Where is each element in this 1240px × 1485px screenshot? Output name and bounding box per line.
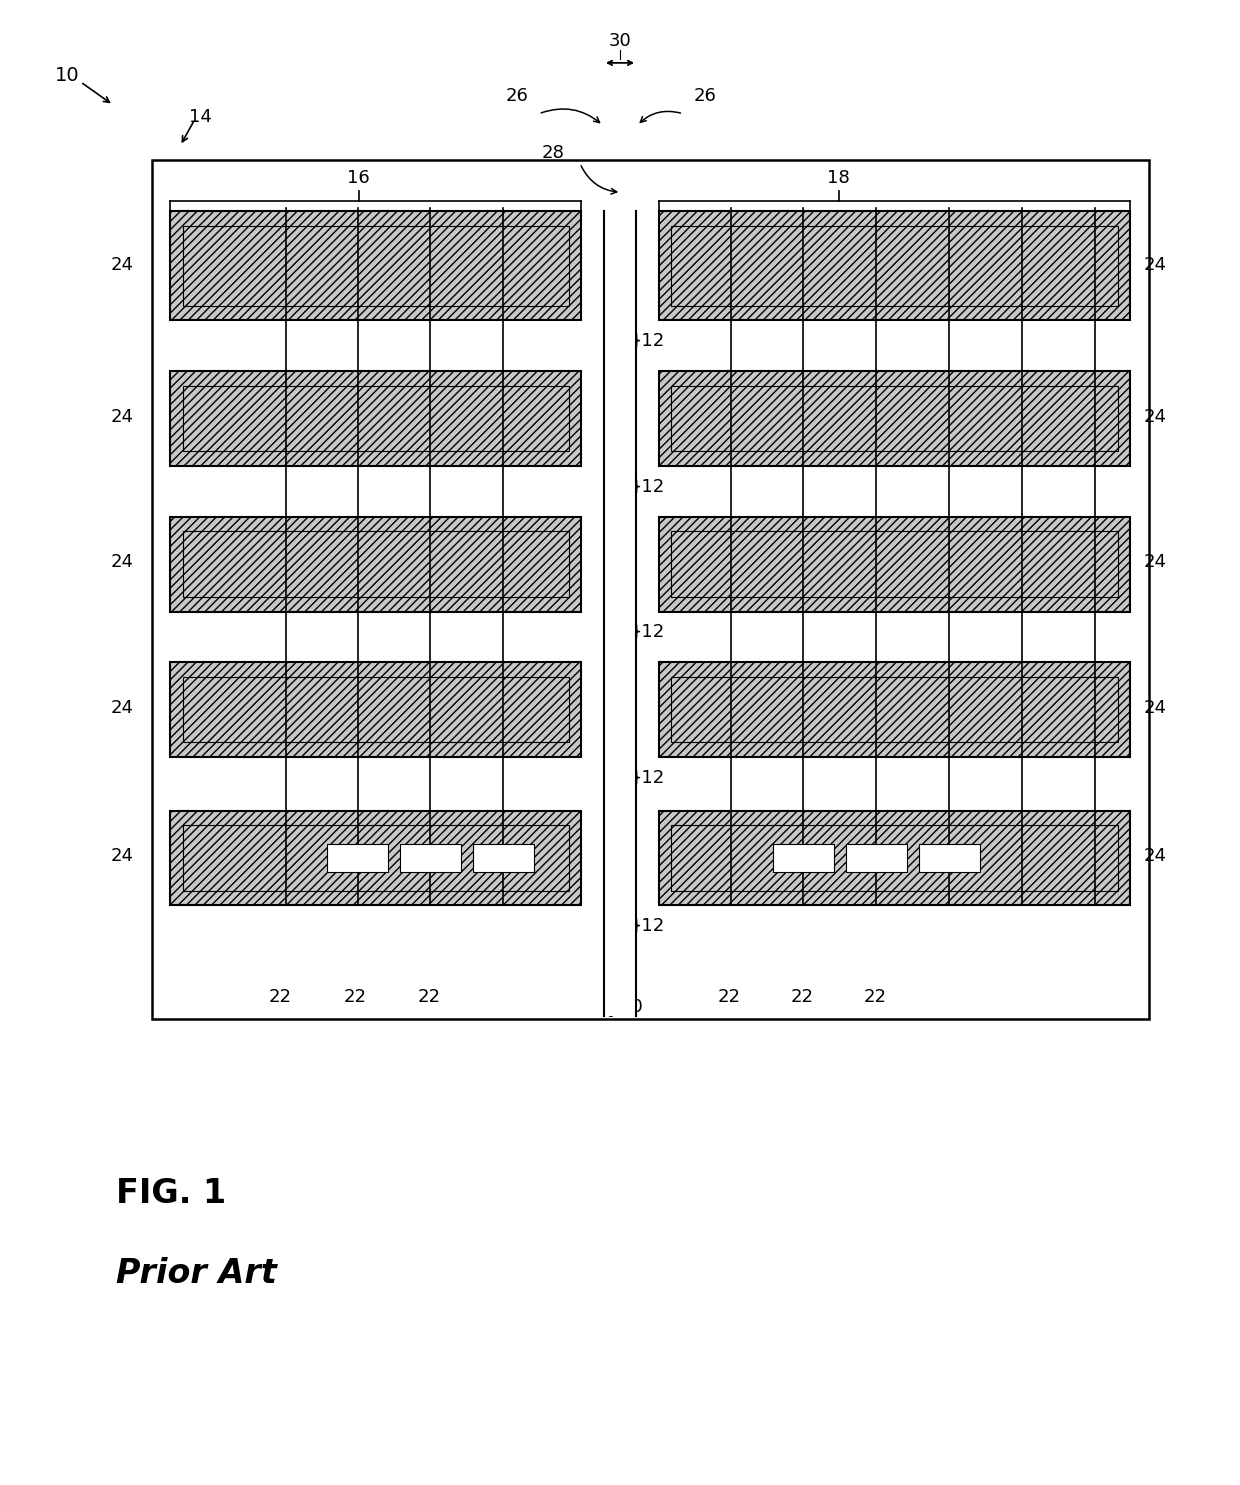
Text: 24: 24	[110, 552, 133, 572]
Text: 22: 22	[864, 988, 887, 1007]
Bar	[671, 677, 1118, 742]
Text: 22: 22	[343, 988, 367, 1007]
Bar	[671, 386, 1118, 451]
Bar	[773, 843, 833, 872]
Text: 24: 24	[110, 407, 133, 426]
Text: 22: 22	[418, 988, 440, 1007]
Text: 26: 26	[693, 88, 717, 105]
Text: 22: 22	[718, 988, 740, 1007]
Text: 28: 28	[542, 144, 564, 162]
Text: FIG. 1: FIG. 1	[115, 1178, 226, 1210]
Text: }12: }12	[631, 916, 665, 936]
Bar	[919, 843, 980, 872]
Text: 16: 16	[347, 169, 370, 187]
Bar	[671, 226, 1118, 306]
Text: 30: 30	[609, 33, 631, 50]
Text: 18: 18	[827, 169, 851, 187]
Bar	[658, 371, 1131, 466]
Text: }12: }12	[631, 331, 665, 350]
Bar	[170, 211, 582, 321]
Text: 24: 24	[110, 698, 133, 717]
Bar	[170, 371, 582, 466]
Bar	[170, 811, 582, 906]
Bar	[604, 211, 636, 1016]
Text: 22: 22	[268, 988, 291, 1007]
Text: 14: 14	[190, 108, 212, 126]
Text: }12: }12	[631, 768, 665, 787]
Bar	[658, 211, 1131, 321]
Text: 10: 10	[55, 67, 79, 86]
Text: 24: 24	[1143, 407, 1166, 426]
Text: }12: }12	[631, 477, 665, 496]
Bar	[401, 843, 461, 872]
Bar	[182, 226, 569, 306]
Bar	[327, 843, 388, 872]
Text: 24: 24	[1143, 846, 1166, 866]
Bar	[472, 843, 533, 872]
Bar	[671, 532, 1118, 597]
Bar	[182, 532, 569, 597]
Text: 22: 22	[791, 988, 813, 1007]
Bar	[182, 386, 569, 451]
Text: 24: 24	[110, 846, 133, 866]
Text: Prior Art: Prior Art	[115, 1258, 277, 1290]
Text: }12: }12	[631, 622, 665, 642]
Bar	[658, 517, 1131, 612]
Bar	[182, 677, 569, 742]
Text: 24: 24	[1143, 552, 1166, 572]
Text: 24: 24	[110, 255, 133, 275]
Text: 26: 26	[505, 88, 528, 105]
Bar	[658, 811, 1131, 906]
Bar	[153, 160, 1148, 1019]
Text: 24: 24	[1143, 255, 1166, 275]
Bar	[846, 843, 906, 872]
Text: {: {	[601, 998, 615, 1017]
Bar	[170, 662, 582, 757]
Text: 24: 24	[1143, 698, 1166, 717]
Bar	[182, 826, 569, 891]
Bar	[671, 826, 1118, 891]
Bar	[658, 662, 1131, 757]
Text: 20: 20	[621, 998, 644, 1016]
Bar	[170, 517, 582, 612]
